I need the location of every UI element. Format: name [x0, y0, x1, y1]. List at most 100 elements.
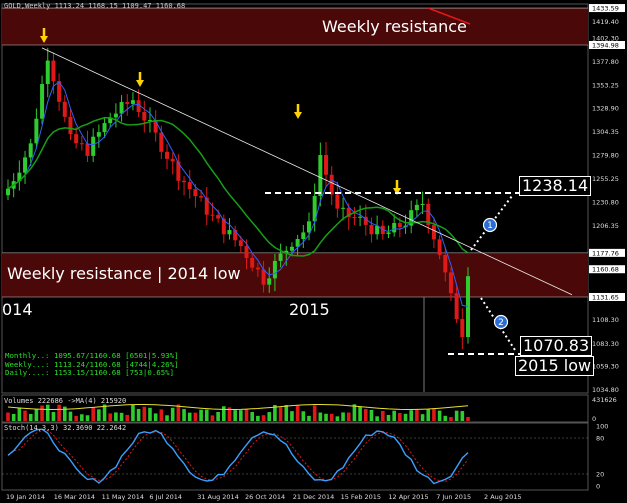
volume-bar: [91, 407, 95, 421]
target-up-label: 1238.14: [519, 176, 592, 196]
candle-body: [369, 224, 374, 235]
candle-body: [431, 225, 436, 240]
volume-bar: [312, 405, 317, 421]
price-axis-label: 1108.30: [592, 316, 619, 324]
volume-bar: [381, 410, 385, 421]
candle-body: [341, 207, 346, 209]
arrow-head: [294, 112, 302, 119]
projection-up-dotted: [470, 195, 513, 251]
candle-body: [443, 254, 448, 273]
volume-bar: [11, 413, 16, 421]
price-axis-label: 1279.80: [592, 152, 619, 160]
volume-bar: [51, 412, 56, 421]
candle-body: [318, 155, 323, 197]
volume-bar: [244, 409, 249, 421]
price-axis-label: 1206.35: [592, 222, 619, 230]
price-tag-bg: [589, 4, 625, 13]
candle-body: [312, 196, 317, 222]
volume-bar: [437, 410, 442, 421]
candle-body: [68, 116, 73, 135]
candle-body: [363, 216, 368, 225]
date-axis-label: 19 Jan 2014: [6, 493, 45, 501]
info-panel: Monthly..: 1095.67/1160.68 [6501|5.93%] …: [5, 351, 179, 378]
candle-body: [426, 203, 431, 226]
volume-bar: [170, 407, 175, 421]
weekly-resistance-label: Weekly resistance: [322, 17, 467, 36]
candle-body: [216, 215, 221, 219]
weekly-resistance-2014-low-label: Weekly resistance | 2014 low: [7, 264, 241, 283]
candle-body: [113, 113, 118, 118]
candle-body: [352, 217, 357, 219]
ma-green-line: [7, 116, 469, 257]
volume-bar: [131, 405, 135, 421]
volume-bar: [102, 404, 107, 421]
candle-body: [346, 207, 351, 218]
price-axis-label: 1131.65: [592, 294, 619, 302]
candle-body: [165, 151, 170, 159]
price-axis-label: 1177.76: [592, 249, 619, 257]
candle-body: [130, 100, 135, 104]
candle-body: [437, 239, 442, 255]
price-axis-label: 1034.80: [592, 386, 619, 394]
candle-body: [295, 239, 300, 247]
volume-bar: [375, 416, 379, 421]
arrow-head: [393, 188, 401, 195]
arrow-head: [40, 36, 48, 43]
candle-body: [187, 182, 192, 190]
candle-body: [267, 278, 272, 285]
volume-bar: [239, 410, 243, 421]
volume-bar: [432, 408, 436, 421]
volume-bar: [426, 409, 431, 421]
volume-axis-max: 431626: [592, 396, 617, 404]
candle-body: [153, 120, 158, 133]
candle-body: [147, 120, 152, 122]
volume-bar: [256, 415, 260, 421]
candle-body: [170, 158, 175, 162]
candle-body: [409, 210, 414, 226]
price-axis-label: 1402.30: [592, 34, 619, 42]
date-axis-label: 16 Mar 2014: [54, 493, 95, 501]
candle-body: [182, 180, 187, 183]
price-axis-label: 1328.90: [592, 105, 619, 113]
candle-body: [40, 84, 45, 119]
volume-bar: [346, 412, 351, 421]
volume-bar: [153, 413, 158, 421]
price-axis-label: 1059.30: [592, 363, 619, 371]
price-tag-bg: [589, 248, 625, 257]
volume-bar: [409, 410, 414, 421]
date-axis-label: 12 Apr 2015: [388, 493, 428, 501]
marker-number: 2: [498, 318, 504, 328]
volume-bar: [57, 404, 61, 421]
volume-bar: [176, 404, 181, 421]
candle-body: [386, 232, 391, 235]
candle-body: [34, 118, 39, 144]
volume-bar: [182, 409, 186, 421]
candle-body: [96, 132, 101, 137]
candle-body: [255, 267, 260, 270]
candle-body: [108, 117, 113, 124]
candle-body: [272, 260, 277, 279]
volume-bar: [165, 415, 169, 421]
volume-bar: [187, 412, 192, 421]
candle-body: [136, 100, 141, 112]
price-axis-label: 1230.80: [592, 199, 619, 207]
volume-bar: [335, 416, 340, 421]
price-tag-bg: [589, 265, 625, 274]
volume-bar: [358, 406, 362, 421]
volume-bar: [136, 408, 141, 421]
candle-body: [45, 60, 50, 85]
info-monthly: Monthly..: 1095.67/1160.68 [6501|5.93%]: [5, 351, 179, 360]
volume-bar: [119, 412, 124, 421]
price-tag-bg: [589, 293, 625, 301]
candle-body: [306, 221, 311, 233]
volume-bar: [85, 415, 90, 421]
candle-body: [289, 246, 294, 251]
volume-bar: [398, 412, 402, 421]
price-panel-frame: [1, 3, 589, 394]
candle-body: [28, 143, 33, 158]
target-down-label: 1070.83: [520, 336, 593, 356]
volume-bar: [204, 409, 209, 421]
candle-body: [358, 216, 363, 218]
volume-bar: [273, 405, 277, 421]
